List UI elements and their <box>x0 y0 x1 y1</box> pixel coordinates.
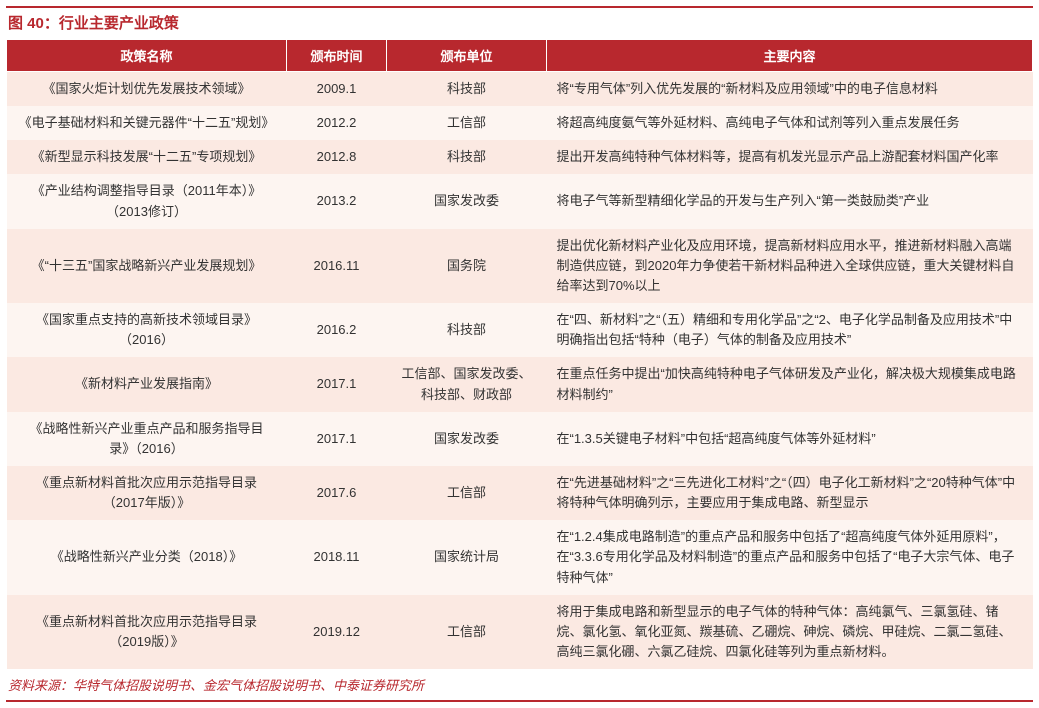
cell-unit: 科技部 <box>387 72 547 107</box>
cell-time: 2016.2 <box>287 303 387 357</box>
cell-policy-name: 《国家火炬计划优先发展技术领域》 <box>7 72 287 107</box>
cell-policy-name: 《重点新材料首批次应用示范指导目录（2019版）》 <box>7 595 287 669</box>
cell-content: 在重点任务中提出“加快高纯特种电子气体研发及产业化，解决极大规模集成电路材料制约… <box>547 357 1033 411</box>
cell-policy-name: 《国家重点支持的高新技术领域目录》（2016） <box>7 303 287 357</box>
table-row: 《国家火炬计划优先发展技术领域》2009.1科技部将“专用气体”列入优先发展的“… <box>7 72 1033 107</box>
table-row: 《“十三五”国家战略新兴产业发展规划》2016.11国务院提出优化新材料产业化及… <box>7 229 1033 303</box>
header-time: 颁布时间 <box>287 40 387 72</box>
cell-content: 在“四、新材料”之“（五）精细和专用化学品”之“2、电子化学品制备及应用技术”中… <box>547 303 1033 357</box>
cell-unit: 科技部 <box>387 303 547 357</box>
table-row: 《战略性新兴产业分类（2018）》2018.11国家统计局在“1.2.4集成电路… <box>7 520 1033 594</box>
cell-time: 2013.2 <box>287 174 387 228</box>
header-unit: 颁布单位 <box>387 40 547 72</box>
cell-time: 2017.6 <box>287 466 387 520</box>
cell-time: 2012.8 <box>287 140 387 174</box>
cell-policy-name: 《产业结构调整指导目录（2011年本）》（2013修订） <box>7 174 287 228</box>
cell-content: 提出开发高纯特种气体材料等，提高有机发光显示产品上游配套材料国产化率 <box>547 140 1033 174</box>
cell-unit: 工信部 <box>387 595 547 669</box>
header-content: 主要内容 <box>547 40 1033 72</box>
cell-policy-name: 《新型显示科技发展“十二五”专项规划》 <box>7 140 287 174</box>
table-row: 《新型显示科技发展“十二五”专项规划》2012.8科技部提出开发高纯特种气体材料… <box>7 140 1033 174</box>
cell-time: 2016.11 <box>287 229 387 303</box>
cell-content: 在“1.3.5关键电子材料”中包括“超高纯度气体等外延材料” <box>547 412 1033 466</box>
cell-unit: 国家发改委 <box>387 412 547 466</box>
cell-content: 将用于集成电路和新型显示的电子气体的特种气体：高纯氯气、三氯氢硅、锗烷、氯化氢、… <box>547 595 1033 669</box>
cell-policy-name: 《重点新材料首批次应用示范指导目录（2017年版）》 <box>7 466 287 520</box>
cell-unit: 国家发改委 <box>387 174 547 228</box>
cell-content: 将电子气等新型精细化学品的开发与生产列入“第一类鼓励类”产业 <box>547 174 1033 228</box>
cell-time: 2012.2 <box>287 106 387 140</box>
cell-content: 将超高纯度氨气等外延材料、高纯电子气体和试剂等列入重点发展任务 <box>547 106 1033 140</box>
cell-content: 将“专用气体”列入优先发展的“新材料及应用领域”中的电子信息材料 <box>547 72 1033 107</box>
cell-unit: 工信部、国家发改委、科技部、财政部 <box>387 357 547 411</box>
source-citation: 资料来源：华特气体招股说明书、金宏气体招股说明书、中泰证券研究所 <box>6 669 1033 702</box>
cell-content: 在“先进基础材料”之“三先进化工材料”之“（四）电子化工新材料”之“20特种气体… <box>547 466 1033 520</box>
figure-title: 图 40：行业主要产业政策 <box>6 6 1033 39</box>
cell-time: 2017.1 <box>287 357 387 411</box>
header-policy-name: 政策名称 <box>7 40 287 72</box>
table-row: 《产业结构调整指导目录（2011年本）》（2013修订）2013.2国家发改委将… <box>7 174 1033 228</box>
table-row: 《重点新材料首批次应用示范指导目录（2019版）》2019.12工信部将用于集成… <box>7 595 1033 669</box>
table-row: 《新材料产业发展指南》2017.1工信部、国家发改委、科技部、财政部在重点任务中… <box>7 357 1033 411</box>
cell-time: 2019.12 <box>287 595 387 669</box>
table-row: 《国家重点支持的高新技术领域目录》（2016）2016.2科技部在“四、新材料”… <box>7 303 1033 357</box>
table-row: 《重点新材料首批次应用示范指导目录（2017年版）》2017.6工信部在“先进基… <box>7 466 1033 520</box>
cell-policy-name: 《战略性新兴产业分类（2018）》 <box>7 520 287 594</box>
cell-time: 2009.1 <box>287 72 387 107</box>
cell-policy-name: 《战略性新兴产业重点产品和服务指导目录》（2016） <box>7 412 287 466</box>
cell-policy-name: 《新材料产业发展指南》 <box>7 357 287 411</box>
policy-table: 政策名称 颁布时间 颁布单位 主要内容 《国家火炬计划优先发展技术领域》2009… <box>6 39 1033 669</box>
cell-unit: 国务院 <box>387 229 547 303</box>
cell-content: 提出优化新材料产业化及应用环境，提高新材料应用水平，推进新材料融入高端制造供应链… <box>547 229 1033 303</box>
cell-unit: 国家统计局 <box>387 520 547 594</box>
table-row: 《战略性新兴产业重点产品和服务指导目录》（2016）2017.1国家发改委在“1… <box>7 412 1033 466</box>
table-header-row: 政策名称 颁布时间 颁布单位 主要内容 <box>7 40 1033 72</box>
cell-time: 2017.1 <box>287 412 387 466</box>
cell-unit: 工信部 <box>387 106 547 140</box>
table-row: 《电子基础材料和关键元器件“十二五”规划》2012.2工信部将超高纯度氨气等外延… <box>7 106 1033 140</box>
cell-policy-name: 《“十三五”国家战略新兴产业发展规划》 <box>7 229 287 303</box>
cell-time: 2018.11 <box>287 520 387 594</box>
cell-content: 在“1.2.4集成电路制造”的重点产品和服务中包括了“超高纯度气体外延用原料”，… <box>547 520 1033 594</box>
cell-unit: 工信部 <box>387 466 547 520</box>
cell-policy-name: 《电子基础材料和关键元器件“十二五”规划》 <box>7 106 287 140</box>
cell-unit: 科技部 <box>387 140 547 174</box>
